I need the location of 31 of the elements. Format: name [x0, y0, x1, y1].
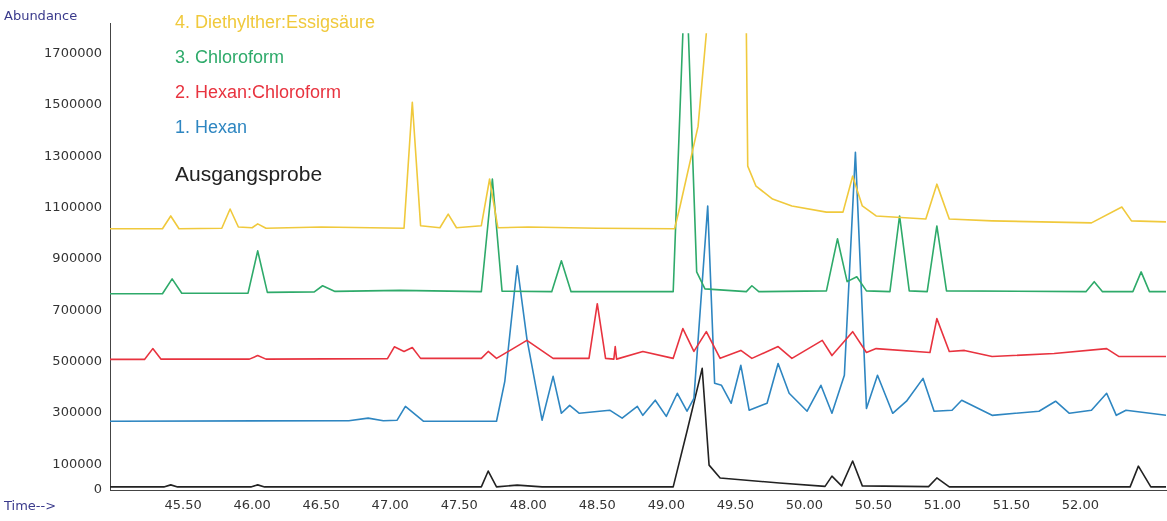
x-axis-title: Time-->	[3, 498, 57, 514]
x-tick-label: 46.00	[233, 497, 271, 513]
x-tick-label: 50.00	[785, 497, 823, 513]
y-tick-label: 300000	[52, 404, 102, 420]
text: 2. Hexan:Chloroform	[175, 81, 342, 102]
text: 4. Diethylther:Essigsäure	[175, 11, 376, 32]
x-tick-label: 47.50	[440, 497, 478, 513]
text: 3. Chloroform	[175, 46, 285, 67]
x-tick-label: 49.50	[716, 497, 754, 513]
y-tick-label: 1100000	[44, 199, 102, 215]
x-tick-label: 51.50	[992, 497, 1031, 513]
x-tick-label: 48.50	[578, 497, 616, 513]
x-tick-label: 50.50	[854, 497, 892, 513]
x-tick-label: 49.00	[647, 497, 685, 513]
y-tick-label: 700000	[52, 301, 102, 317]
x-tick-label: 52.00	[1061, 497, 1100, 513]
y-tick-label: 1500000	[44, 96, 102, 112]
text: Ausgangsprobe	[175, 161, 323, 185]
x-tick-label: 48.00	[509, 497, 547, 513]
text: 1. Hexan	[175, 116, 248, 137]
y-tick-label: 1300000	[44, 147, 102, 163]
y-tick-label: 500000	[52, 353, 102, 369]
x-tick-label: 46.50	[302, 497, 340, 513]
y-tick-label: 1700000	[44, 45, 102, 61]
x-tick-label: 51.00	[923, 497, 961, 513]
y-tick-label: 100000	[52, 455, 102, 471]
y-axis-title: Abundance	[4, 8, 78, 24]
x-tick-label: 47.00	[371, 497, 409, 513]
x-tick-label: 45.50	[164, 497, 202, 513]
y-tick-label: 0	[93, 481, 102, 497]
y-tick-label: 900000	[52, 250, 102, 266]
